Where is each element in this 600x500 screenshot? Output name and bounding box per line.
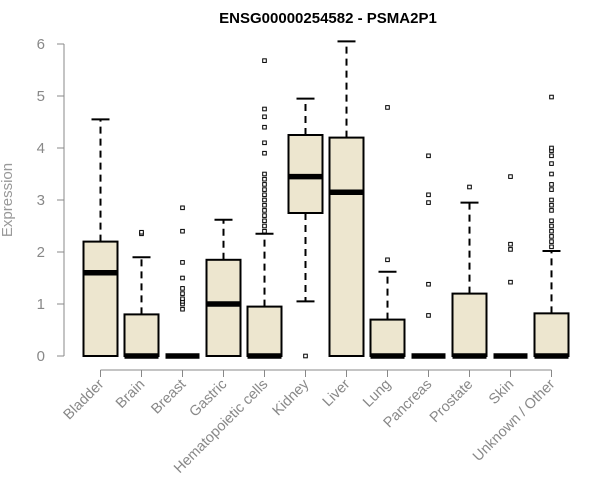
y-tick-label: 4 (37, 140, 45, 157)
outlier-point (262, 140, 267, 146)
y-tick-label: 6 (37, 36, 45, 53)
outlier-point (549, 161, 554, 166)
x-tick-label-bladder: Bladder (61, 376, 108, 423)
outlier-point (549, 197, 554, 203)
y-axis: 0 1 2 3 4 5 6 (37, 36, 65, 365)
iqr-box (123, 313, 160, 357)
y-tick-label: 1 (37, 296, 45, 313)
outlier-point (262, 150, 267, 156)
outlier-point (549, 239, 554, 244)
outlier-point (549, 94, 554, 100)
x-tick-label-skin: Skin (486, 377, 517, 408)
outlier-point (180, 260, 185, 265)
outlier-point (180, 306, 185, 312)
y-tick-label: 2 (37, 244, 45, 261)
iqr-box (328, 136, 365, 357)
box-lung (369, 105, 406, 359)
outlier-point (262, 187, 267, 192)
outlier-point (262, 228, 267, 234)
outlier-point (180, 228, 185, 234)
outlier-point (549, 228, 554, 234)
outlier-point (262, 223, 267, 229)
chart-title: ENSG00000254582 - PSMA2P1 (219, 10, 437, 27)
box-kidney (287, 97, 324, 359)
outlier-point (385, 257, 390, 263)
outlier-point (549, 208, 554, 213)
outlier-point (549, 234, 554, 239)
outlier-point (508, 247, 513, 252)
outlier-point (549, 187, 554, 192)
outlier-point (549, 182, 554, 187)
outlier-point (508, 279, 513, 285)
box-hematopoietic-cells (246, 58, 283, 359)
x-tick-label-breast: Breast (148, 377, 189, 418)
outlier-point (426, 313, 431, 318)
iqr-box (246, 305, 283, 358)
outlier-point (262, 202, 267, 208)
outlier-point (549, 223, 554, 229)
outlier-point (426, 153, 431, 159)
outlier-point (549, 171, 554, 177)
outlier-point (549, 145, 554, 151)
outlier-point (139, 229, 144, 235)
y-axis-label: Expression (0, 163, 16, 237)
box-bladder (82, 118, 119, 358)
box-prostate (451, 184, 488, 359)
y-tick-label: 5 (37, 88, 45, 105)
iqr-box (82, 240, 119, 358)
outlier-point (180, 291, 185, 296)
outlier-point (262, 171, 267, 177)
outlier-point (262, 182, 267, 187)
boxes (82, 40, 570, 359)
outlier-point (262, 106, 267, 112)
outlier-point (262, 114, 267, 120)
outlier-point (426, 200, 431, 205)
y-tick-label: 3 (37, 192, 45, 209)
outlier-point (262, 124, 267, 130)
outlier-point (426, 192, 431, 198)
box-liver (328, 40, 365, 357)
outlier-point (262, 197, 267, 203)
outlier-point (508, 174, 513, 179)
outlier-point (549, 153, 554, 159)
outlier-point (180, 275, 185, 281)
outlier-point (508, 241, 513, 247)
outlier-point (549, 218, 554, 224)
box-gastric (205, 218, 242, 357)
x-tick-label-brain: Brain (113, 377, 148, 412)
box-breast (165, 205, 200, 359)
x-tick-label-liver: Liver (320, 376, 354, 410)
outlier-point (180, 205, 185, 211)
outlier-point (549, 202, 554, 208)
x-tick-label-kidney: Kidney (270, 376, 313, 419)
box-skin (493, 174, 528, 359)
outlier-point (303, 353, 308, 359)
iqr-box (369, 318, 406, 358)
outlier-point (180, 296, 185, 302)
box-brain (123, 229, 160, 359)
outlier-point (262, 58, 267, 63)
outlier-point (262, 192, 267, 198)
outlier-point (467, 184, 472, 190)
outlier-point (180, 286, 185, 291)
outlier-point (385, 105, 390, 110)
iqr-box (533, 312, 570, 357)
iqr-box (205, 258, 242, 357)
outlier-point (549, 244, 554, 250)
box-pancreas (411, 153, 446, 359)
y-tick-label: 0 (37, 348, 45, 365)
outlier-point (262, 176, 267, 182)
outlier-point (426, 281, 431, 287)
box-unknown-other (533, 94, 570, 359)
outlier-point (262, 208, 267, 213)
outlier-point (262, 213, 267, 218)
outlier-point (262, 218, 267, 224)
iqr-box (451, 292, 488, 358)
x-tick-label-prostate: Prostate (427, 377, 476, 426)
x-tick-label-lung: Lung (360, 377, 394, 411)
